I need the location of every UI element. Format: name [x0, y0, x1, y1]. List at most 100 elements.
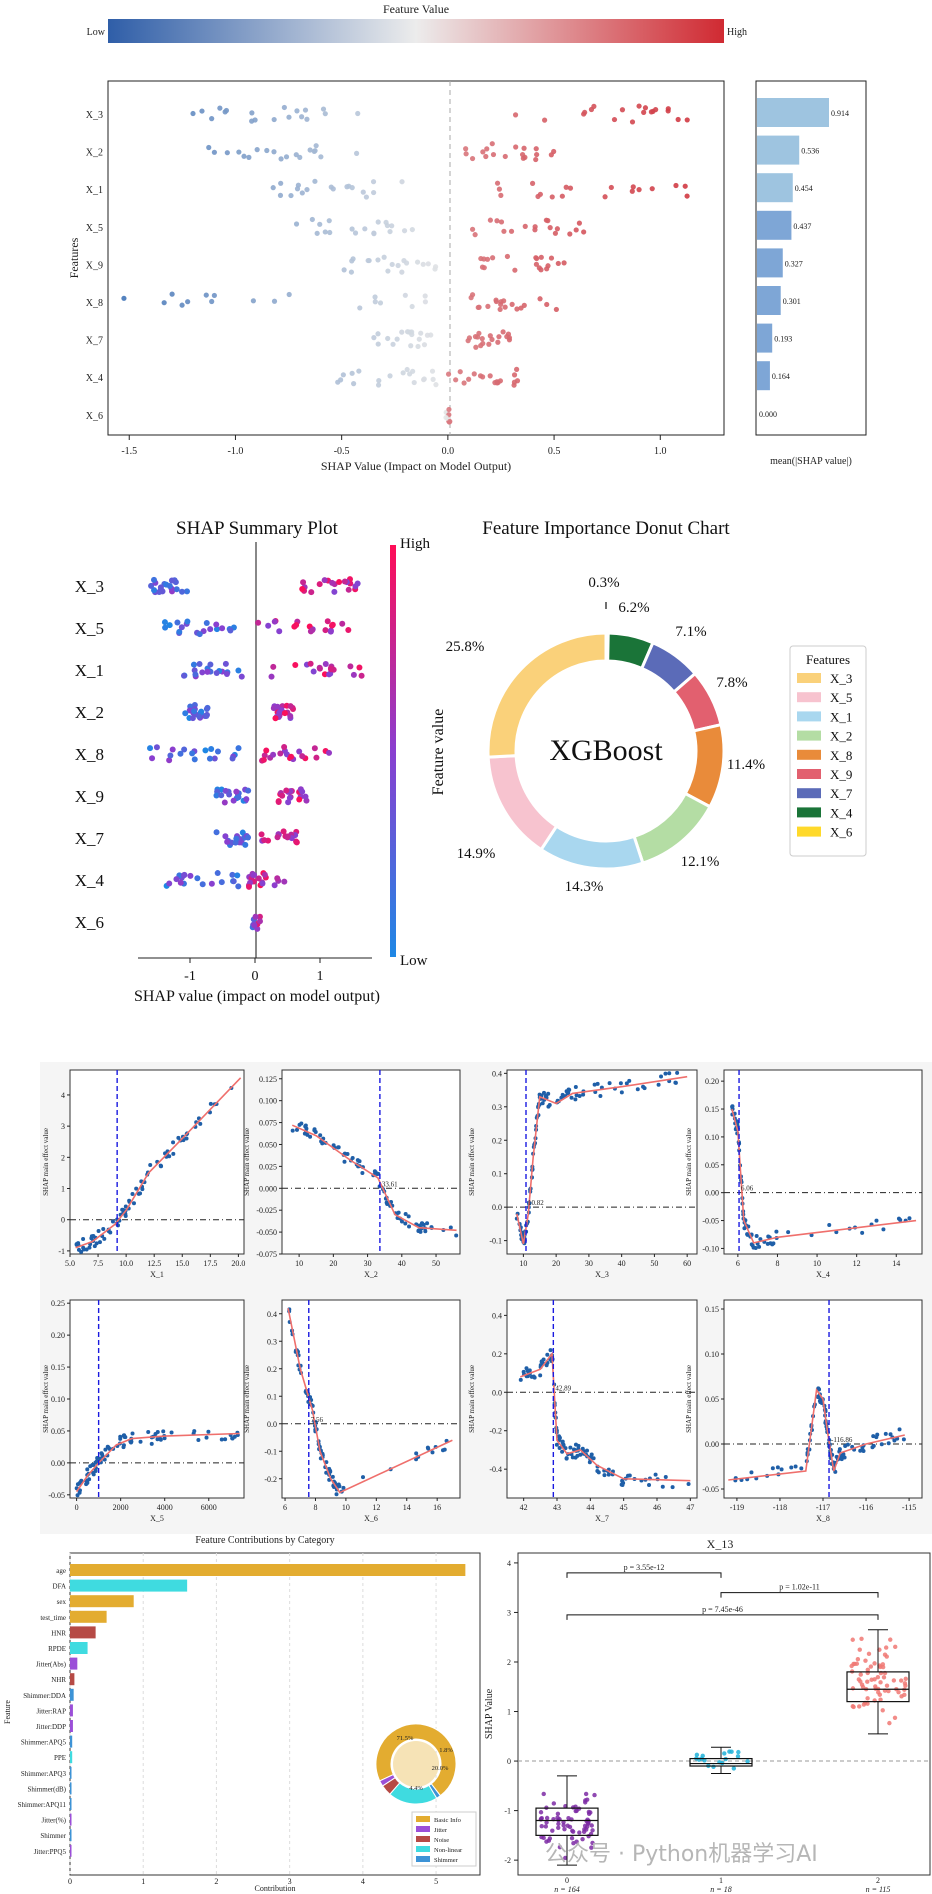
- summary-point-X_5: [203, 620, 210, 627]
- summary-point-X_3: [321, 577, 328, 584]
- contrib-ylabel-PPE: PPE: [54, 1754, 66, 1762]
- summary-point-X_2: [182, 710, 189, 717]
- shap-point-X_9: [341, 267, 347, 273]
- shap-point-X_7: [478, 343, 484, 349]
- inset-donut-slice: [375, 1723, 457, 1797]
- contrib-bar-test_time: [70, 1610, 107, 1623]
- dependence-point: [595, 1081, 600, 1086]
- shap-point-X_4: [411, 379, 417, 386]
- box-point-2: [902, 1681, 908, 1686]
- pvalue-bracket: [566, 1614, 879, 1620]
- dependence-point: [91, 1234, 96, 1239]
- ytick-label: 0.15: [705, 1305, 719, 1314]
- summary-point-X_4: [261, 871, 268, 878]
- dependence-point: [570, 1455, 575, 1460]
- dependence-point: [131, 1201, 136, 1206]
- donut-label-X_4: 6.2%: [618, 600, 649, 616]
- ytick-label: -0.2: [264, 1475, 277, 1484]
- contrib-legend-label: Non-linear: [434, 1847, 463, 1854]
- ytick-label: -0.05: [702, 1485, 719, 1494]
- box-point-0: [543, 1824, 549, 1829]
- xtick-label: 6000: [201, 1503, 217, 1512]
- ytick-label: 0.10: [705, 1350, 719, 1359]
- shap-point-X_1: [496, 186, 503, 192]
- contrib-ylabel-sex: sex: [57, 1598, 67, 1606]
- shap-point-X_9: [425, 261, 431, 267]
- summary-point-X_5: [293, 622, 300, 629]
- dependence-point: [749, 1242, 754, 1247]
- summary-point-X_8: [169, 746, 176, 753]
- dependence-point: [518, 1377, 523, 1382]
- summary-point-X_3: [316, 581, 323, 588]
- summary-point-X_8: [281, 744, 288, 751]
- summary-point-X_9: [245, 787, 252, 794]
- box-point-2: [851, 1704, 856, 1710]
- summary-point-X_4: [281, 878, 288, 885]
- shap-point-X_8: [537, 296, 543, 302]
- dependence-point: [749, 1470, 754, 1475]
- contrib-ylabel-Shimmer: Shimmer: [40, 1832, 66, 1840]
- shap-point-X_2: [521, 145, 527, 151]
- summary-point-X_8: [211, 755, 218, 762]
- summary-point-X_5: [176, 628, 183, 635]
- shap-point-X_5: [547, 225, 553, 231]
- shap-point-X_3: [223, 107, 230, 114]
- xtick-label: 3: [288, 1877, 292, 1886]
- colorbar-high-label: High: [727, 27, 747, 38]
- xtick-label: 8: [313, 1503, 317, 1512]
- summary-point-X_8: [177, 750, 184, 757]
- summary-point-X_5: [327, 628, 334, 635]
- shap-point-X_2: [353, 150, 360, 156]
- shap-point-X_4: [387, 373, 393, 379]
- dependence-point: [598, 1093, 603, 1098]
- fitted-curve: [75, 1077, 242, 1249]
- dependence-point: [627, 1078, 632, 1083]
- dependence-panel-X_6: 7.56 6 8 10 12 14 16 -0.2 -0.1 0.0 0.1 0.2 0.3 0.4 X_6…: [243, 1299, 461, 1523]
- shap-point-X_4: [430, 376, 436, 382]
- dependence-point: [128, 1440, 133, 1445]
- ytick-X_5: X_5: [75, 619, 104, 638]
- summary-xlabel: SHAP value (impact on model output): [134, 988, 380, 1005]
- ytick-X_4: X_4: [75, 871, 105, 890]
- contrib-ylabel-Shimmer(dB): Shimmer(dB): [28, 1785, 67, 1793]
- donut-label-X_9: 7.8%: [716, 675, 747, 691]
- summary-point-X_1: [322, 661, 329, 668]
- ytick-label: -2: [504, 1856, 511, 1865]
- bar-value-label: 0.914: [831, 109, 849, 118]
- xtick-label: 12: [372, 1503, 380, 1512]
- dependence-point: [87, 1245, 92, 1250]
- dependence-point: [101, 1226, 106, 1231]
- shap-summary-plot: SHAP Summary Plot X_3X_5X_1X_2X_8X_9X_7X…: [75, 518, 447, 1005]
- ytick-label: 0.025: [259, 1162, 277, 1171]
- dependence-point: [799, 1466, 804, 1471]
- shap-point-X_2: [502, 153, 508, 160]
- xtick-label: -1.0: [228, 446, 244, 457]
- summary-point-X_1: [238, 673, 245, 680]
- summary-point-X_6: [256, 913, 263, 920]
- box-point-0: [551, 1801, 557, 1806]
- contrib-bar-age: [70, 1564, 466, 1576]
- ytick-label: 0.2: [492, 1350, 502, 1359]
- dependence-point: [860, 1445, 865, 1450]
- summary-point-X_7: [224, 838, 231, 845]
- ytick-label: 0.05: [51, 1427, 65, 1436]
- dependence-point: [77, 1481, 82, 1486]
- shap-point-X_8: [372, 294, 378, 300]
- shap-point-X_9: [395, 262, 401, 269]
- ytick-label: 0.0: [492, 1203, 502, 1212]
- dependence-point: [302, 1131, 307, 1136]
- shap-point-X_7: [500, 329, 506, 335]
- ytick-label: 3: [507, 1608, 511, 1617]
- dependence-point: [602, 1473, 607, 1478]
- dependence-point: [161, 1429, 166, 1434]
- box-point-2: [857, 1704, 862, 1709]
- box-point-2: [872, 1661, 877, 1666]
- contrib-title: Feature Contributions by Category: [195, 1535, 334, 1546]
- shap-point-X_5: [317, 221, 323, 227]
- bar-value-label: 0.454: [795, 184, 813, 193]
- donut-slice-X_3: [486, 631, 608, 759]
- shap-point-X_4: [479, 374, 486, 380]
- box-point-2: [902, 1692, 907, 1698]
- box-point-0: [562, 1826, 567, 1832]
- summary-xtick-labels: -1 0 1: [184, 958, 324, 984]
